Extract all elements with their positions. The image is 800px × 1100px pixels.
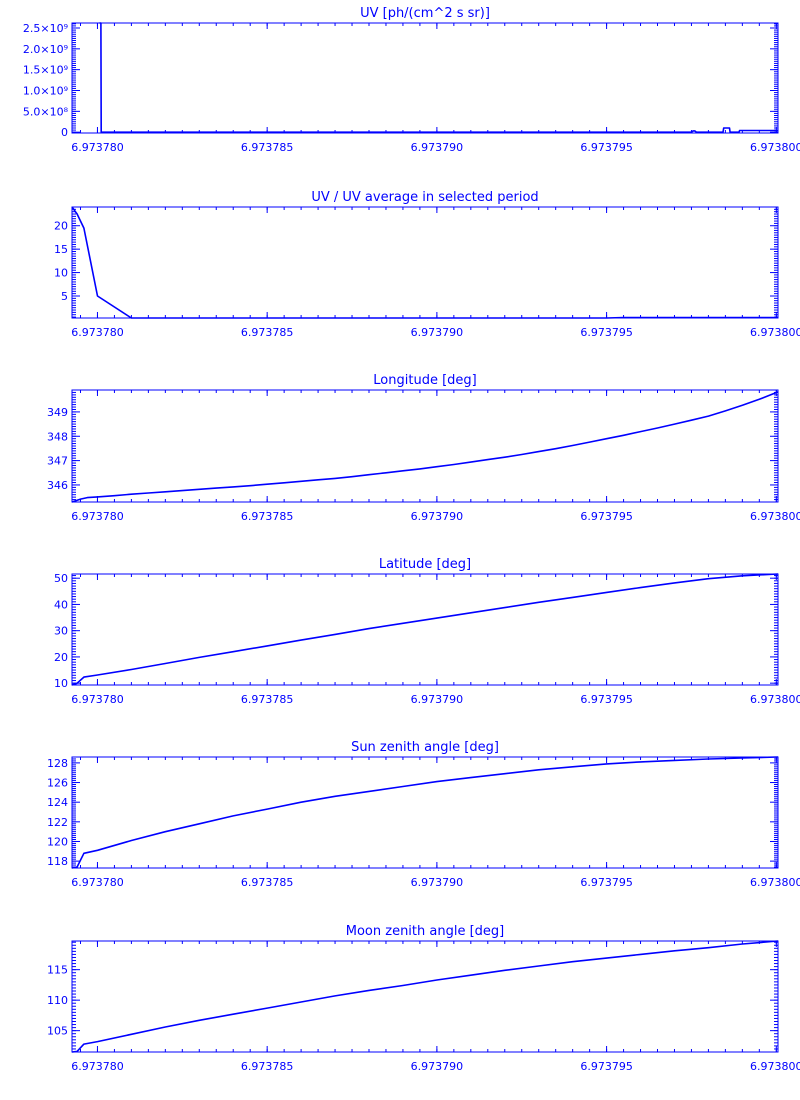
sun-zenith-frame xyxy=(71,756,779,869)
longitude-x-tick-label: 6.973800 xyxy=(750,510,800,523)
moon-zenith-x-tick-label: 6.973800 xyxy=(750,1060,800,1073)
moon-zenith-series-line xyxy=(71,940,779,1053)
uv-ratio-frame xyxy=(71,206,779,319)
longitude-panel: Longitude [deg] 6.973780 6.973785 6.973790 6… xyxy=(47,373,800,523)
uv-x-tick-label: 6.973790 xyxy=(411,141,464,154)
sun-zenith-x-tick-label: 6.973795 xyxy=(580,876,633,889)
uv-ratio-x-tick-label: 6.973780 xyxy=(71,326,124,339)
uv-ratio-x-tick-label: 6.973800 xyxy=(750,326,800,339)
latitude-series-line xyxy=(71,573,779,686)
sun-zenith-y-tick-label: 126 xyxy=(47,777,68,790)
latitude-panel: Latitude [deg] 6.973780 6.973785 6.973790 6.… xyxy=(54,557,800,706)
moon-zenith-y-tick-label: 110 xyxy=(47,994,68,1007)
longitude-y-tick-label: 346 xyxy=(47,479,68,492)
latitude-x-tick-label: 6.973800 xyxy=(750,693,800,706)
uv-y-tick-label: 2.5×10⁹ xyxy=(23,22,68,35)
sun-zenith-x-tick-label: 6.973790 xyxy=(411,876,464,889)
sun-zenith-y-tick-label: 128 xyxy=(47,757,68,770)
uv-ratio-y-tick-label: 10 xyxy=(54,267,68,280)
sun-zenith-y-tick-label: 118 xyxy=(47,855,68,868)
uv-x-tick-label: 6.973795 xyxy=(580,141,633,154)
moon-zenith-panel: Moon zenith angle [deg] 6.973780 6.973785 6… xyxy=(47,924,800,1073)
sun-zenith-y-tick-label: 122 xyxy=(47,816,68,829)
longitude-x-tick-label: 6.973780 xyxy=(71,510,124,523)
uv-ratio-title: UV / UV average in selected period xyxy=(311,190,538,205)
latitude-x-tick-label: 6.973790 xyxy=(411,693,464,706)
longitude-y-tick-label: 349 xyxy=(47,406,68,419)
uv-ratio-x-tick-label: 6.973785 xyxy=(241,326,294,339)
latitude-frame xyxy=(71,573,779,686)
latitude-y-tick-label: 40 xyxy=(54,598,68,611)
longitude-x-tick-label: 6.973790 xyxy=(411,510,464,523)
uv-y-tick-label: 1.0×10⁹ xyxy=(23,85,68,98)
latitude-x-tick-label: 6.973780 xyxy=(71,693,124,706)
uv-y-tick-label: 0 xyxy=(61,126,68,139)
moon-zenith-y-tick-label: 115 xyxy=(47,964,68,977)
uv-ratio-y-tick-label: 15 xyxy=(54,243,68,256)
moon-zenith-x-tick-label: 6.973795 xyxy=(580,1060,633,1073)
latitude-x-tick-label: 6.973785 xyxy=(241,693,294,706)
latitude-title: Latitude [deg] xyxy=(379,557,471,572)
latitude-y-tick-label: 20 xyxy=(54,651,68,664)
moon-zenith-x-tick-label: 6.973790 xyxy=(411,1060,464,1073)
moon-zenith-title: Moon zenith angle [deg] xyxy=(346,924,504,939)
uv-ratio-y-tick-label: 20 xyxy=(54,220,68,233)
uv-frame xyxy=(71,22,779,134)
uv-ratio-y-tick-label: 5 xyxy=(61,290,68,303)
uv-ratio-x-tick-label: 6.973795 xyxy=(580,326,633,339)
uv-ratio-x-tick-label: 6.973790 xyxy=(411,326,464,339)
sun-zenith-panel: Sun zenith angle [deg] 6.973780 6.973785 6.… xyxy=(47,740,800,889)
uv-ratio-series-line xyxy=(71,206,778,319)
sun-zenith-x-tick-label: 6.973800 xyxy=(750,876,800,889)
moon-zenith-x-tick-label: 6.973785 xyxy=(241,1060,294,1073)
sun-zenith-x-tick-label: 6.973785 xyxy=(241,876,294,889)
sun-zenith-y-tick-label: 124 xyxy=(47,796,68,809)
longitude-title: Longitude [deg] xyxy=(373,373,476,388)
uv-panel: UV [ph/(cm^2 s sr)] 6.973780 6.973785 6.973… xyxy=(23,6,800,154)
uv-ratio-panel: UV / UV average in selected period 6.9737… xyxy=(54,190,800,339)
uv-series-line xyxy=(99,22,778,133)
latitude-y-tick-label: 50 xyxy=(54,572,68,585)
longitude-series-line xyxy=(71,391,779,503)
sun-zenith-y-tick-label: 120 xyxy=(47,835,68,848)
longitude-y-tick-label: 347 xyxy=(47,455,68,468)
latitude-y-tick-label: 10 xyxy=(54,677,68,690)
moon-zenith-y-tick-label: 105 xyxy=(47,1025,68,1038)
longitude-x-tick-label: 6.973795 xyxy=(580,510,633,523)
uv-y-tick-label: 2.0×10⁹ xyxy=(23,43,68,56)
longitude-frame xyxy=(71,389,779,503)
uv-y-tick-label: 1.5×10⁹ xyxy=(23,64,68,77)
uv-x-tick-label: 6.973785 xyxy=(241,141,294,154)
sun-zenith-series-line xyxy=(71,756,779,869)
moon-zenith-x-tick-label: 6.973780 xyxy=(71,1060,124,1073)
longitude-y-tick-label: 348 xyxy=(47,430,68,443)
uv-x-tick-label: 6.973800 xyxy=(750,141,800,154)
uv-title: UV [ph/(cm^2 s sr)] xyxy=(360,6,490,21)
uv-x-tick-label: 6.973780 xyxy=(71,141,124,154)
sun-zenith-title: Sun zenith angle [deg] xyxy=(351,740,499,755)
sun-zenith-x-tick-label: 6.973780 xyxy=(71,876,124,889)
longitude-x-tick-label: 6.973785 xyxy=(241,510,294,523)
latitude-y-tick-label: 30 xyxy=(54,625,68,638)
latitude-x-tick-label: 6.973795 xyxy=(580,693,633,706)
moon-zenith-frame xyxy=(71,940,779,1053)
uv-y-tick-label: 5.0×10⁸ xyxy=(23,105,69,118)
